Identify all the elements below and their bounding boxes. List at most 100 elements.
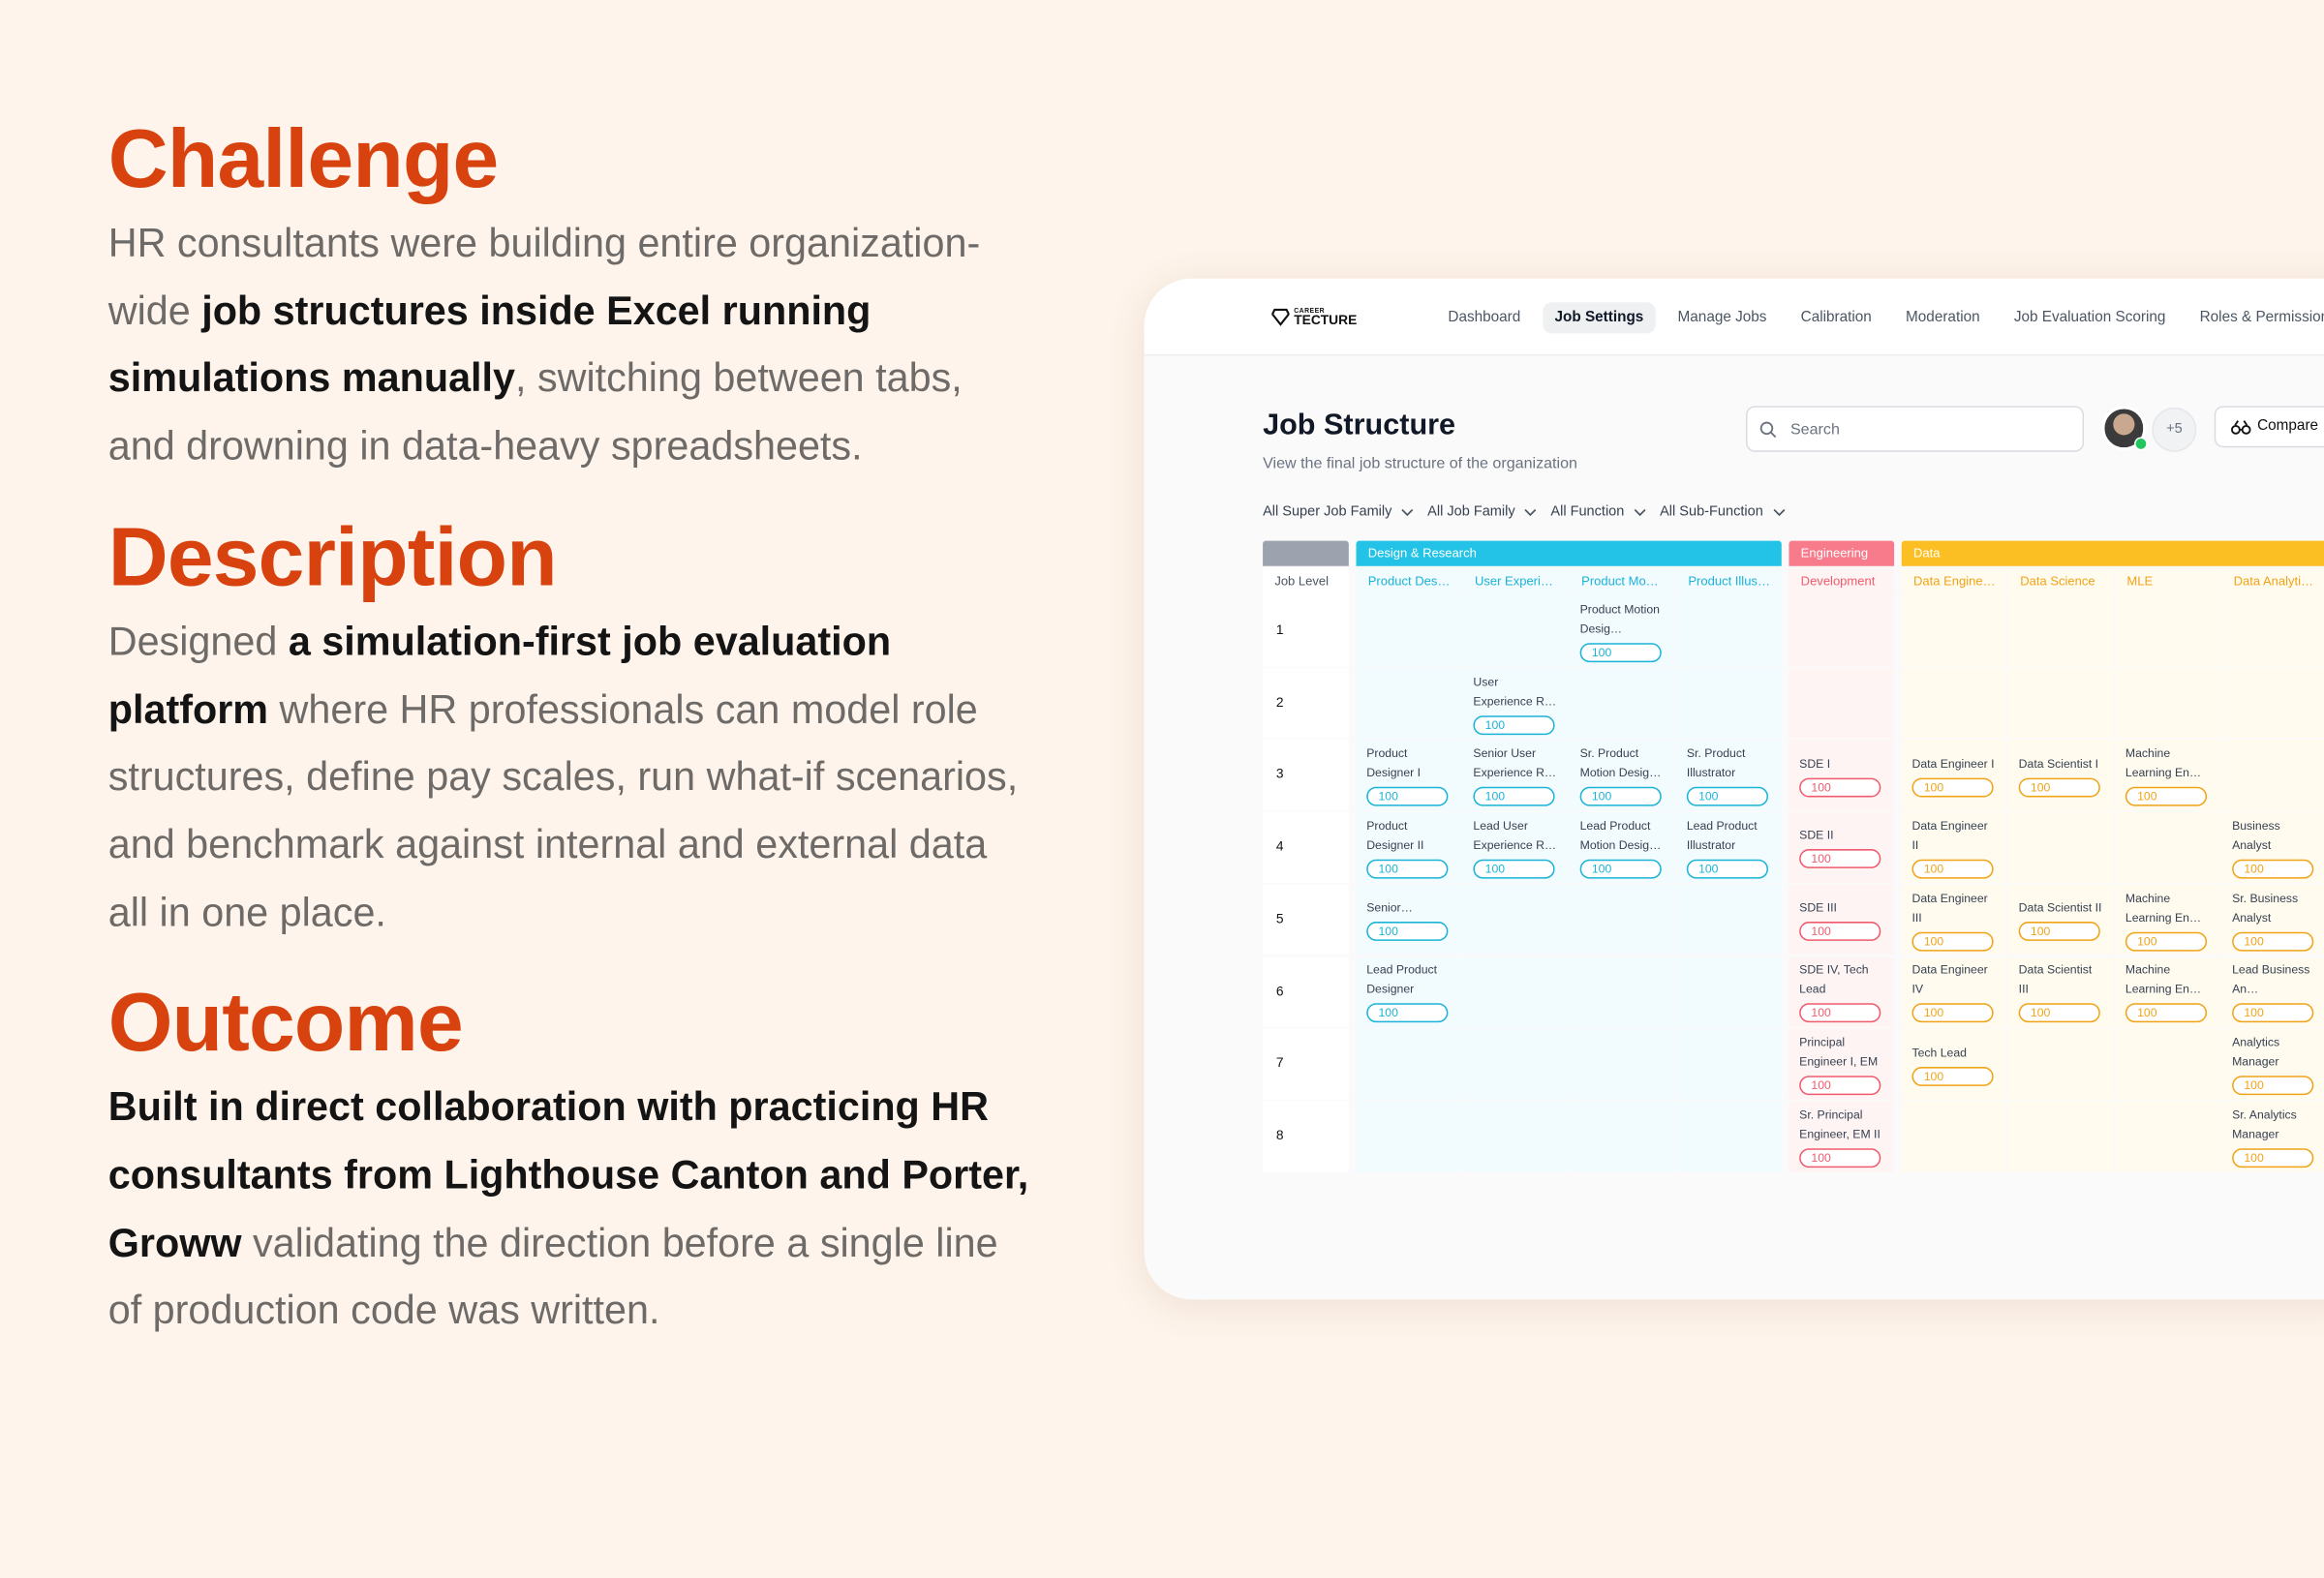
job-title: Senior… bbox=[1366, 900, 1413, 915]
score-pill[interactable]: 100 bbox=[1473, 859, 1555, 879]
job-title: SDE IV, Tech Lead bbox=[1799, 963, 1869, 997]
nav-item[interactable]: Job Settings bbox=[1543, 302, 1656, 334]
filter-dropdown[interactable]: All Super Job Family bbox=[1263, 503, 1414, 520]
job-title: Machine Learning En… bbox=[2125, 746, 2202, 780]
job-title: Analytics Manager bbox=[2232, 1035, 2280, 1069]
page-title: Job Structure bbox=[1263, 409, 1456, 442]
chevron bbox=[1401, 508, 1414, 516]
table-cell: SDE I 100 bbox=[1789, 740, 1895, 811]
job-table: Job Level Design & Research Engineering Dat… bbox=[1145, 279, 2324, 1198]
score-pill[interactable]: 100 bbox=[2125, 1003, 2208, 1023]
score-pill[interactable]: 100 bbox=[2232, 1147, 2314, 1168]
table-cell bbox=[1569, 884, 1675, 956]
column-header: Product Mo… bbox=[1569, 567, 1675, 596]
score-pill[interactable]: 100 bbox=[2125, 787, 2208, 807]
score-pill[interactable]: 100 bbox=[1366, 922, 1449, 942]
chevron bbox=[1634, 508, 1646, 516]
job-title: Sr. Principal Engineer, EM II bbox=[1799, 1108, 1881, 1141]
filter-dropdown[interactable]: All Job Family bbox=[1427, 503, 1537, 520]
table-cell: Sr. Product Motion Desig… 100 bbox=[1569, 740, 1675, 811]
table-cell: Sr. Business Analyst 100 bbox=[2221, 884, 2324, 956]
table-cell bbox=[2007, 1101, 2114, 1172]
group-header: Engineering bbox=[1789, 540, 1895, 566]
score-pill[interactable]: 100 bbox=[2018, 777, 2100, 798]
job-title: Data Engineer III bbox=[1911, 891, 1988, 925]
score-pill[interactable]: 100 bbox=[2232, 931, 2314, 952]
search-box[interactable]: Search bbox=[1746, 406, 2085, 452]
table-cell: Lead Product Illustrator 100 bbox=[1676, 811, 1782, 883]
nav-item[interactable]: Roles & Permissions bbox=[2199, 309, 2324, 326]
score-pill[interactable]: 100 bbox=[1473, 714, 1555, 735]
score-pill[interactable]: 100 bbox=[1686, 859, 1769, 879]
table-cell: SDE III 100 bbox=[1789, 884, 1895, 956]
job-title: Data Engineer IV bbox=[1911, 963, 1988, 997]
chevron bbox=[1772, 508, 1785, 516]
nav-item[interactable]: Dashboard bbox=[1448, 309, 1521, 326]
score-pill[interactable]: 100 bbox=[1799, 922, 1881, 942]
score-pill[interactable]: 100 bbox=[1911, 1003, 1994, 1023]
score-pill[interactable]: 100 bbox=[1366, 1003, 1449, 1023]
score-pill[interactable]: 100 bbox=[1799, 777, 1881, 798]
table-cell bbox=[2115, 1028, 2220, 1100]
table-cell bbox=[2007, 811, 2114, 883]
table-cell: Sr. Principal Engineer, EM II 100 bbox=[1789, 1101, 1895, 1172]
section-body: Built in direct collaboration with pract… bbox=[108, 1075, 1035, 1346]
score-pill[interactable]: 100 bbox=[1911, 859, 1994, 879]
score-pill[interactable]: 100 bbox=[1579, 859, 1662, 879]
score-pill[interactable]: 100 bbox=[1799, 1003, 1881, 1023]
level-column-header: Job Level bbox=[1263, 567, 1349, 596]
score-pill[interactable]: 100 bbox=[1686, 787, 1769, 807]
job-title: Data Engineer I bbox=[1911, 756, 1995, 771]
table-cell: Machine Learning En… 100 bbox=[2115, 740, 2220, 811]
score-pill[interactable]: 100 bbox=[1579, 787, 1662, 807]
column-header: Data Analyti… bbox=[2221, 567, 2324, 596]
score-pill[interactable]: 100 bbox=[1911, 931, 1994, 952]
table-cell: SDE IV, Tech Lead 100 bbox=[1789, 956, 1895, 1027]
score-pill[interactable]: 100 bbox=[2018, 922, 2100, 942]
section-heading: Description bbox=[107, 509, 558, 603]
score-pill[interactable]: 100 bbox=[2232, 1003, 2314, 1023]
nav-item[interactable]: Calibration bbox=[1800, 309, 1872, 326]
table-cell bbox=[2115, 667, 2220, 739]
score-pill[interactable]: 100 bbox=[1799, 849, 1881, 869]
score-pill[interactable]: 100 bbox=[1579, 643, 1662, 662]
score-pill[interactable]: 100 bbox=[2018, 1003, 2100, 1023]
job-title: SDE II bbox=[1799, 829, 1834, 843]
score-pill[interactable]: 100 bbox=[2232, 1076, 2314, 1096]
filter-dropdown[interactable]: All Function bbox=[1550, 503, 1646, 520]
score-pill[interactable]: 100 bbox=[2232, 859, 2314, 879]
compare-button[interactable]: Compare bbox=[2214, 406, 2324, 448]
score-pill[interactable]: 100 bbox=[1799, 1076, 1881, 1096]
score-pill[interactable]: 100 bbox=[1366, 859, 1449, 879]
table-cell: Sr. Analytics Manager 100 bbox=[2221, 1101, 2324, 1172]
table-cell: Machine Learning En… 100 bbox=[2115, 956, 2220, 1027]
score-pill[interactable]: 100 bbox=[1799, 1147, 1881, 1168]
score-pill[interactable]: 100 bbox=[1473, 787, 1555, 807]
nav-item[interactable]: Moderation bbox=[1906, 309, 1980, 326]
table-cell: Principal Engineer I, EM I 100 bbox=[1789, 1028, 1895, 1100]
body-text: Designed bbox=[107, 619, 289, 664]
score-pill[interactable]: 100 bbox=[1911, 1066, 1994, 1086]
table-cell bbox=[2115, 595, 2220, 667]
score-pill[interactable]: 100 bbox=[2125, 931, 2208, 952]
table-cell: Lead Business An… 100 bbox=[2221, 956, 2324, 1027]
score-pill[interactable]: 100 bbox=[1911, 777, 1994, 798]
table-cell: Data Scientist II 100 bbox=[2007, 884, 2114, 956]
column-header: Data Science bbox=[2007, 567, 2114, 596]
bold-text: Built in direct collaboration with pract… bbox=[107, 1084, 1029, 1265]
job-title: Sr. Business Analyst bbox=[2232, 891, 2299, 925]
table-cell: Data Scientist I 100 bbox=[2007, 740, 2114, 811]
nav-item[interactable]: Job Evaluation Scoring bbox=[2013, 309, 2166, 326]
nav-item[interactable]: Manage Jobs bbox=[1677, 309, 1767, 326]
table-cell bbox=[2007, 595, 2114, 667]
table-cell bbox=[1901, 667, 2007, 739]
job-level: 2 bbox=[1263, 667, 1349, 739]
filter-dropdown[interactable]: All Sub-Function bbox=[1660, 503, 1786, 520]
table-cell bbox=[1789, 667, 1895, 739]
table-cell bbox=[2007, 667, 2114, 739]
score-pill[interactable]: 100 bbox=[1366, 787, 1449, 807]
compare-icon bbox=[2231, 420, 2251, 435]
column-header: Data Engine… bbox=[1901, 567, 2007, 596]
